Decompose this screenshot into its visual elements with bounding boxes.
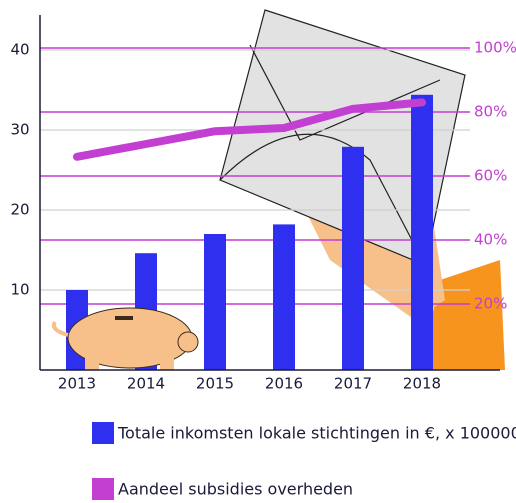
x-tick-label: 2017	[334, 375, 372, 393]
envelope-flap	[249, 44, 441, 141]
piggy-leg	[160, 355, 174, 370]
y-tick-label: 20	[10, 201, 29, 219]
y2-tick-label: 20%	[474, 295, 507, 313]
legend-label: Aandeel subsidies overheden	[118, 480, 353, 499]
legend-swatch	[92, 478, 114, 500]
x-tick-label: 2013	[58, 375, 96, 393]
y2-tick-label: 80%	[474, 103, 507, 121]
piggy-leg	[85, 355, 99, 370]
x-tick-label: 2018	[403, 375, 441, 393]
y-tick-label: 10	[10, 281, 29, 299]
y2-tick-label: 100%	[474, 39, 516, 57]
legend-label: Totale inkomsten lokale stichtingen in €…	[117, 424, 516, 443]
y2-tick-label: 40%	[474, 231, 507, 249]
y-tick-label: 30	[10, 121, 29, 139]
x-tick-label: 2016	[265, 375, 303, 393]
piggy-tail	[51, 320, 69, 337]
y-tick-label: 40	[10, 41, 29, 59]
bar	[204, 234, 226, 370]
line	[73, 98, 426, 161]
y2-tick-label: 60%	[474, 167, 507, 185]
bar	[273, 224, 295, 370]
x-tick-label: 2014	[127, 375, 165, 393]
bar	[411, 94, 433, 371]
x-tick-label: 2015	[196, 375, 234, 393]
piggy-slot	[115, 316, 133, 320]
piggy-snout	[177, 331, 199, 353]
bar	[342, 146, 364, 370]
legend-swatch	[92, 422, 114, 444]
piggy-bank	[51, 307, 199, 370]
